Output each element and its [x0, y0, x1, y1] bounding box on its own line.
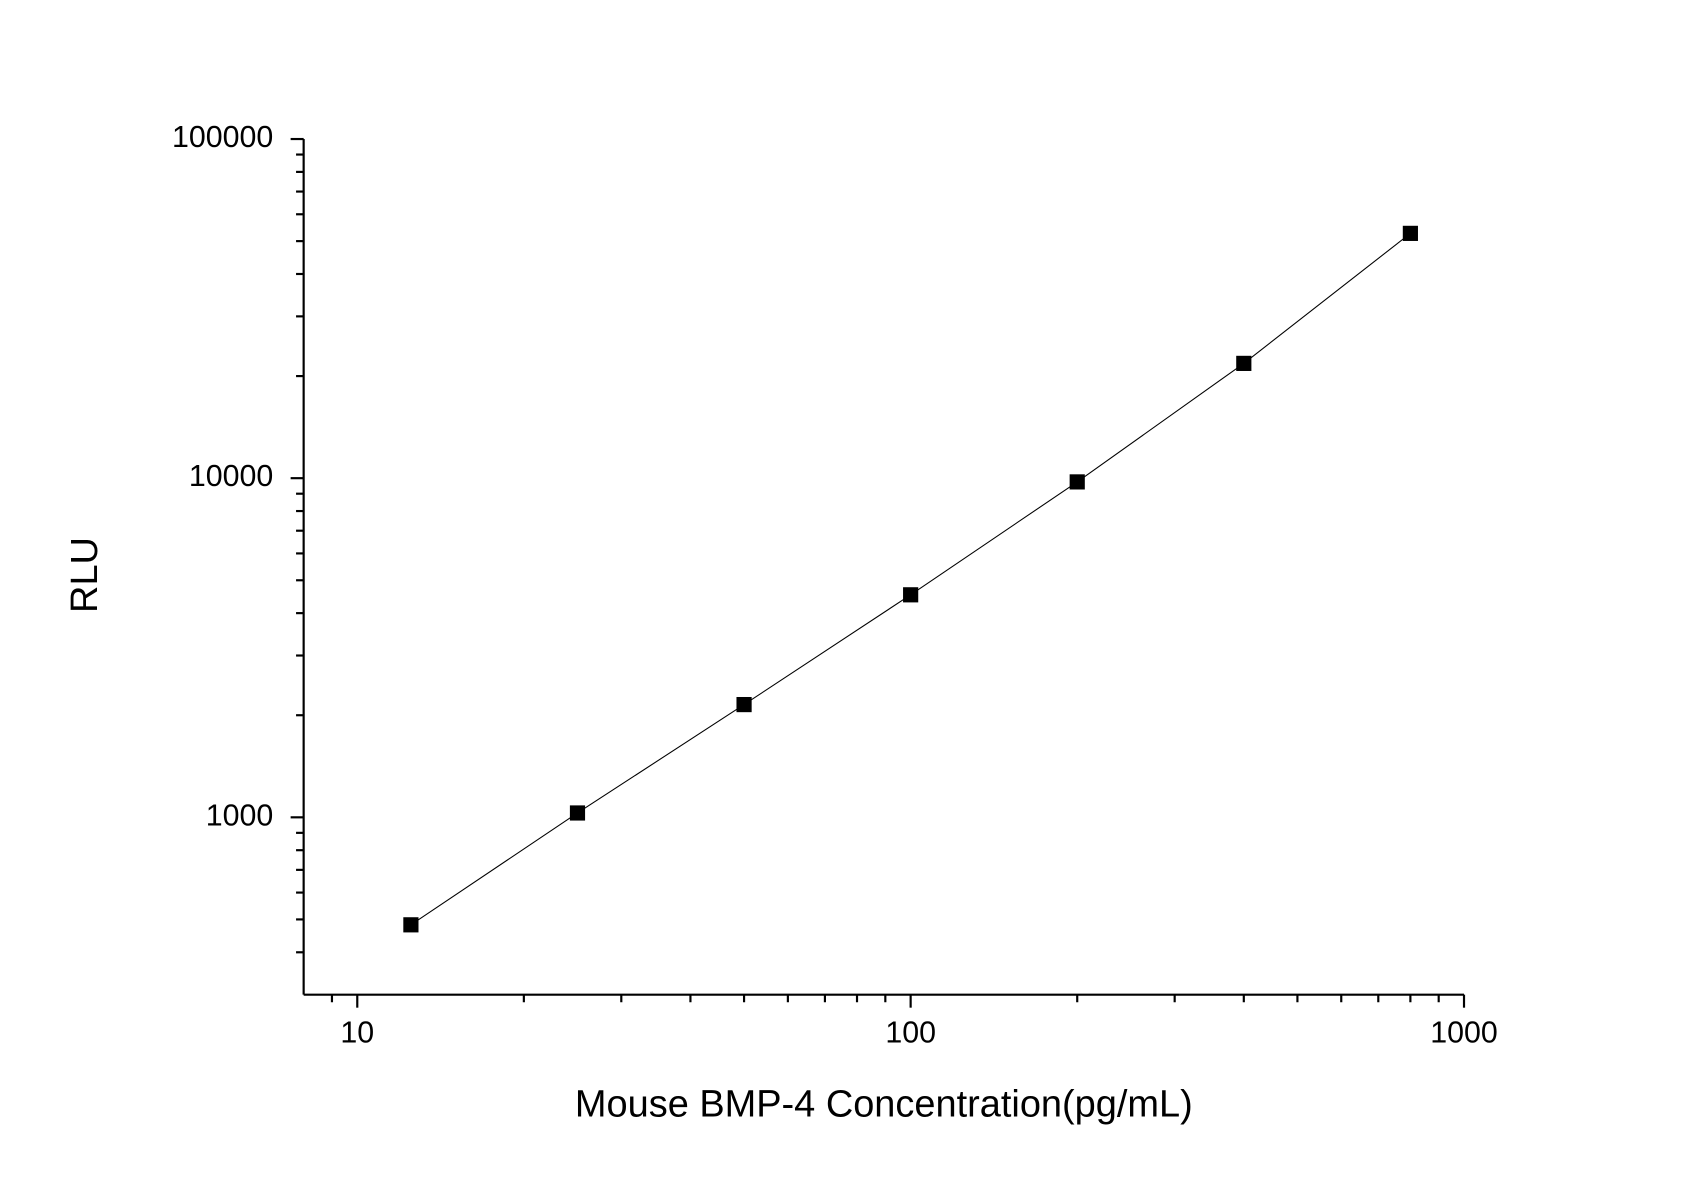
point: [1069, 474, 1085, 490]
y-tick-label: 10000: [189, 460, 273, 493]
y-axis-title: RLU: [64, 537, 106, 613]
point: [1236, 355, 1252, 371]
curve: [410, 232, 1411, 926]
point: [736, 696, 752, 713]
point: [903, 587, 919, 603]
x-tick-label: 1000: [1430, 1016, 1498, 1049]
point: [403, 917, 419, 933]
y-tick-label: 100000: [172, 121, 273, 154]
y-tick-label: 1000: [206, 799, 274, 832]
x-axis-title: Mouse BMP-4 Concentration(pg/mL): [575, 1083, 1193, 1125]
x-tick-label: 10: [340, 1016, 374, 1049]
point: [569, 805, 586, 821]
x-tick-label: 100: [885, 1016, 936, 1049]
point: [1402, 225, 1418, 241]
